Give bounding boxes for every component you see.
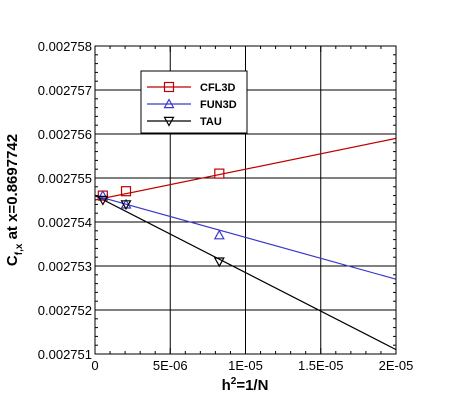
y-tick-label: 0.002751 (38, 347, 92, 362)
y-tick-label: 0.002757 (38, 83, 92, 98)
legend-marker-tau (163, 116, 175, 127)
legend-label-tau: TAU (200, 116, 222, 128)
ticks (94, 45, 397, 355)
y-axis-title: Cf,x at x=0.8697742 (4, 134, 25, 266)
y-tick-label: 0.002755 (38, 171, 92, 186)
legend: CFL3D FUN3D TAU (140, 70, 248, 134)
series-line-cfl3d (94, 137, 397, 201)
legend-marker-fun3d (163, 98, 175, 109)
x-tick-label: 1.5E-05 (298, 358, 344, 373)
markers (97, 168, 225, 268)
data-point-tau (120, 200, 132, 211)
legend-marker-cfl3d (163, 81, 175, 93)
legend-items: CFL3D FUN3D TAU (147, 81, 237, 128)
series-line-fun3d (94, 195, 397, 280)
x-tick-label: 0 (91, 358, 98, 373)
y-tick-label: 0.002756 (38, 127, 92, 142)
data-point-fun3d (213, 229, 225, 240)
data-point-fun3d (97, 189, 109, 200)
data-point-cfl3d (214, 168, 225, 179)
y-tick-label: 0.002754 (38, 215, 92, 230)
x-tick-label: 2E-05 (379, 358, 414, 373)
x-axis-title: h2=1/N (222, 376, 269, 394)
data-point-tau (97, 195, 109, 206)
data-point-cfl3d (120, 186, 132, 197)
y-tick-label: 0.002758 (38, 39, 92, 54)
y-tick-label: 0.002752 (38, 303, 92, 318)
series-line-tau (94, 195, 397, 351)
x-tick-label: 1E-05 (228, 358, 263, 373)
tick-labels: 0 5E-06 1E-05 1.5E-05 2E-05 0.002751 0.002752 0… (38, 39, 414, 373)
legend-label-fun3d: FUN3D (200, 99, 237, 111)
legend-box (140, 70, 248, 134)
data-point-tau (213, 257, 225, 268)
x-tick-label: 5E-06 (153, 358, 188, 373)
y-tick-label: 0.002753 (38, 259, 92, 274)
legend-label-cfl3d: CFL3D (200, 82, 236, 94)
series-lines (94, 137, 397, 351)
